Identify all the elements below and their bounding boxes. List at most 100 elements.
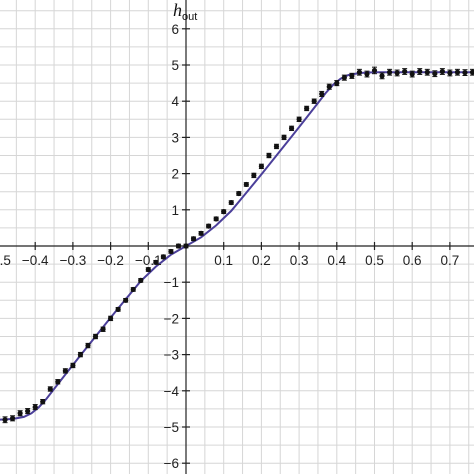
data-point bbox=[2, 416, 8, 424]
data-marker bbox=[77, 352, 84, 358]
data-point bbox=[100, 326, 106, 332]
data-point bbox=[432, 70, 438, 78]
data-point bbox=[243, 181, 249, 188]
x-tick-label: 0.1 bbox=[214, 253, 233, 268]
data-point bbox=[130, 286, 136, 293]
data-point bbox=[77, 351, 84, 358]
data-marker bbox=[175, 243, 182, 249]
x-tick-label: 0.3 bbox=[290, 253, 309, 268]
data-point bbox=[55, 379, 61, 385]
data-marker bbox=[123, 297, 129, 303]
data-marker bbox=[394, 70, 400, 76]
y-axis-label: hout bbox=[173, 0, 197, 23]
data-point bbox=[356, 68, 363, 76]
data-point bbox=[153, 259, 159, 265]
data-point bbox=[47, 386, 53, 392]
data-point bbox=[409, 70, 415, 78]
data-point bbox=[349, 72, 355, 79]
data-marker bbox=[319, 91, 325, 97]
data-marker bbox=[424, 69, 430, 75]
data-point bbox=[138, 277, 144, 283]
data-point bbox=[108, 315, 114, 322]
data-point bbox=[439, 68, 445, 75]
y-tick-label: 6 bbox=[171, 22, 179, 37]
data-point bbox=[221, 209, 227, 215]
data-marker bbox=[243, 181, 249, 188]
data-point bbox=[236, 190, 242, 197]
data-marker bbox=[311, 98, 317, 104]
data-marker bbox=[206, 223, 212, 229]
fit-curve-layer bbox=[0, 71, 474, 421]
y-tick-label: −4 bbox=[164, 384, 180, 399]
data-marker bbox=[145, 266, 151, 273]
data-marker bbox=[349, 73, 355, 79]
data-marker bbox=[221, 209, 227, 215]
data-point bbox=[364, 70, 370, 78]
data-point bbox=[251, 172, 257, 179]
data-point bbox=[288, 125, 295, 132]
data-point bbox=[62, 368, 68, 374]
data-marker bbox=[55, 379, 61, 385]
data-marker bbox=[160, 254, 166, 260]
data-marker bbox=[432, 71, 438, 77]
data-marker bbox=[62, 368, 68, 374]
y-tick-label: −6 bbox=[164, 456, 179, 471]
y-tick-label: −5 bbox=[164, 420, 179, 435]
data-point bbox=[92, 333, 99, 340]
data-point bbox=[417, 68, 423, 75]
data-marker bbox=[85, 342, 91, 349]
y-tick-label: −3 bbox=[164, 348, 179, 363]
data-marker bbox=[168, 248, 174, 255]
data-point bbox=[123, 297, 129, 303]
data-marker bbox=[266, 152, 272, 159]
data-marker bbox=[213, 216, 219, 222]
y-axis-label-main: h bbox=[173, 0, 182, 20]
data-point bbox=[32, 404, 38, 411]
data-marker bbox=[108, 315, 114, 321]
data-marker bbox=[258, 163, 264, 169]
data-point bbox=[190, 236, 197, 242]
data-point bbox=[213, 216, 219, 222]
data-point bbox=[228, 199, 234, 206]
x-tick-label: 0.5 bbox=[365, 253, 384, 268]
data-marker bbox=[447, 70, 453, 76]
data-marker bbox=[364, 71, 370, 77]
data-marker bbox=[153, 259, 159, 265]
data-points-layer bbox=[0, 66, 474, 424]
data-point bbox=[334, 80, 340, 87]
data-point bbox=[206, 223, 212, 229]
data-marker bbox=[115, 306, 121, 312]
data-point bbox=[160, 254, 166, 260]
data-marker bbox=[70, 362, 76, 369]
data-marker bbox=[198, 230, 204, 236]
data-marker bbox=[47, 386, 53, 392]
data-marker bbox=[190, 236, 197, 242]
x-tick-labels: −0.6−0.5−0.4−0.3−0.2−0.10.10.20.30.40.50… bbox=[0, 253, 459, 268]
y-tick-label: 5 bbox=[171, 58, 179, 73]
data-point bbox=[17, 410, 23, 417]
data-point bbox=[40, 398, 46, 405]
data-marker bbox=[288, 125, 295, 131]
data-marker bbox=[40, 399, 46, 405]
y-tick-label: 3 bbox=[171, 130, 179, 145]
data-point bbox=[386, 68, 393, 76]
y-tick-label: −1 bbox=[164, 275, 179, 290]
y-tick-labels: 6 5 4 3 2 1 −1 −2 −3 −4 −5 −6 bbox=[164, 22, 180, 471]
data-marker bbox=[251, 172, 257, 179]
y-tick-label: 2 bbox=[171, 167, 179, 182]
data-marker bbox=[183, 243, 189, 249]
data-marker bbox=[462, 70, 468, 76]
data-marker bbox=[326, 84, 332, 90]
data-point bbox=[341, 74, 347, 81]
data-point bbox=[394, 69, 400, 77]
data-point bbox=[469, 68, 474, 76]
data-point bbox=[168, 248, 174, 255]
data-marker bbox=[341, 75, 347, 81]
data-point bbox=[266, 152, 272, 159]
data-marker bbox=[9, 415, 16, 421]
x-tick-label: 0.6 bbox=[403, 253, 422, 268]
x-tick-label: −0.1 bbox=[135, 253, 162, 268]
data-point bbox=[311, 98, 317, 104]
data-marker bbox=[371, 67, 378, 74]
data-point bbox=[145, 266, 151, 273]
